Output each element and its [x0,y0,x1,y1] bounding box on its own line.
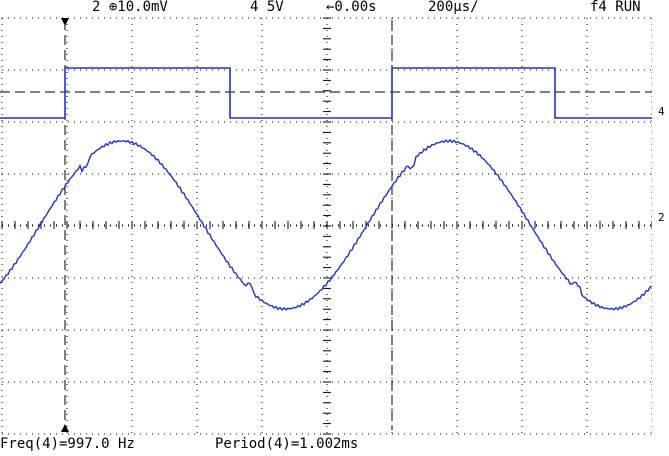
time-marker [61,18,69,26]
trigger-label: f4 RUN [590,0,641,15]
header-bar [0,0,669,14]
timebase-label: 200µs/ [428,0,479,15]
channel4-label: 4 5V [250,0,284,15]
time-marker [61,424,69,432]
period-readout: Period(4)=1.002ms [215,436,358,452]
ch4-marker: 4 [658,105,665,118]
delay-label: ←0.00s [326,0,377,15]
right-margin [652,0,669,452]
channel2-label: 2 ⊕10.0mV [92,0,168,15]
ch2-marker: 2 [658,211,665,224]
footer-bar [0,436,669,452]
graticule [1,17,653,435]
freq-readout: Freq(4)=997.0 Hz [0,436,135,452]
channel4-trace [0,67,652,119]
channel2-trace [0,138,653,312]
